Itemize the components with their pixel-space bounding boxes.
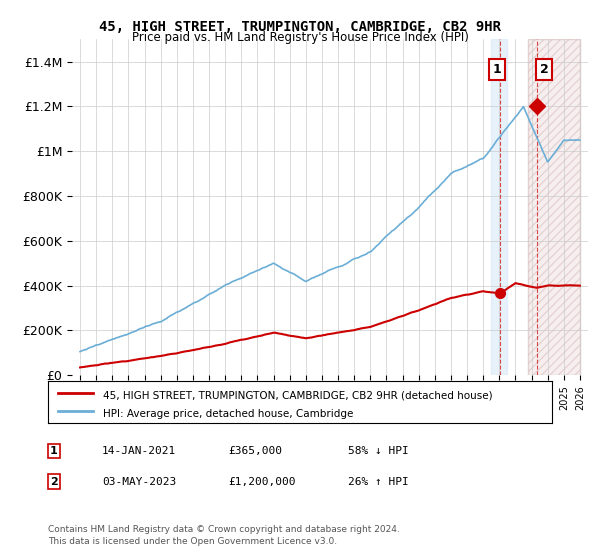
- Bar: [529, 39, 580, 375]
- Text: 1: 1: [50, 446, 58, 456]
- Text: 26% ↑ HPI: 26% ↑ HPI: [348, 477, 409, 487]
- Text: 45, HIGH STREET, TRUMPINGTON, CAMBRIDGE, CB2 9HR: 45, HIGH STREET, TRUMPINGTON, CAMBRIDGE,…: [99, 20, 501, 34]
- Text: This data is licensed under the Open Government Licence v3.0.: This data is licensed under the Open Gov…: [48, 537, 337, 546]
- Text: 03-MAY-2023: 03-MAY-2023: [102, 477, 176, 487]
- Text: 58% ↓ HPI: 58% ↓ HPI: [348, 446, 409, 456]
- Text: Contains HM Land Registry data © Crown copyright and database right 2024.: Contains HM Land Registry data © Crown c…: [48, 525, 400, 534]
- Text: Price paid vs. HM Land Registry's House Price Index (HPI): Price paid vs. HM Land Registry's House …: [131, 31, 469, 44]
- Bar: [529, 39, 580, 375]
- Text: 45, HIGH STREET, TRUMPINGTON, CAMBRIDGE, CB2 9HR (detached house): 45, HIGH STREET, TRUMPINGTON, CAMBRIDGE,…: [103, 390, 493, 400]
- Text: HPI: Average price, detached house, Cambridge: HPI: Average price, detached house, Camb…: [103, 409, 354, 418]
- Text: 2: 2: [50, 477, 58, 487]
- Bar: [491, 39, 508, 375]
- Text: 2: 2: [539, 63, 548, 76]
- Text: 1: 1: [493, 63, 502, 76]
- Text: 14-JAN-2021: 14-JAN-2021: [102, 446, 176, 456]
- Text: £365,000: £365,000: [228, 446, 282, 456]
- Text: £1,200,000: £1,200,000: [228, 477, 296, 487]
